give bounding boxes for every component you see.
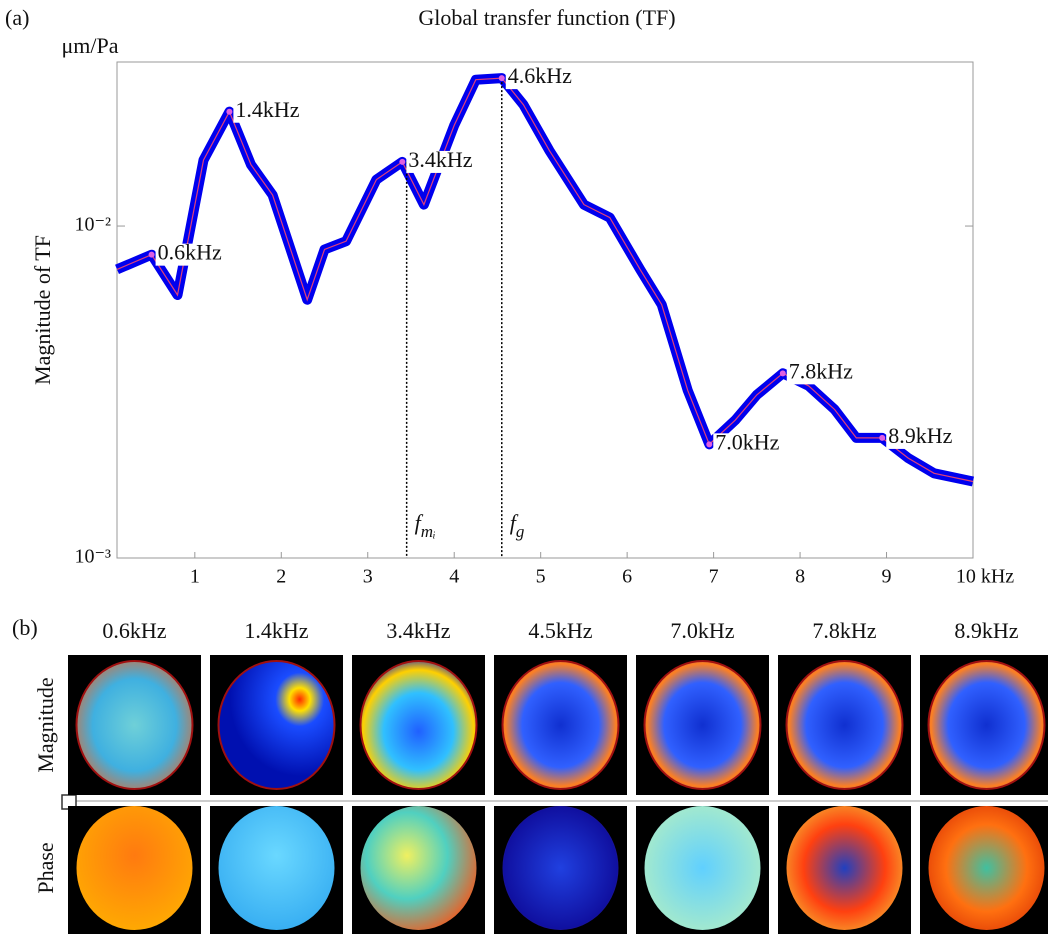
- annotation-dot: [226, 108, 233, 115]
- annotation-bg: [713, 433, 798, 456]
- phase-image: [76, 806, 193, 930]
- phase-image: [360, 806, 477, 930]
- column-label: 4.5kHz: [528, 618, 592, 643]
- column-label: 8.9kHz: [954, 618, 1018, 643]
- annotation-dot: [706, 441, 713, 448]
- annotation-bg: [406, 150, 491, 173]
- y-tick-label: 10⁻²: [74, 214, 111, 236]
- marker-symbol: f: [510, 510, 519, 535]
- row-label: Phase: [33, 842, 58, 893]
- phase-image: [786, 806, 903, 930]
- annotation-dot: [779, 370, 786, 377]
- marker-subscript: mᵢ: [421, 522, 436, 541]
- x-tick-label: 5: [536, 566, 546, 588]
- annotation-bg: [886, 426, 971, 449]
- annotation-bg: [155, 243, 240, 266]
- panel-label: (a): [5, 5, 29, 30]
- annotation: 0.6kHz: [158, 240, 222, 265]
- series-line: [116, 77, 974, 483]
- annotation-bg: [233, 100, 318, 123]
- y-tick-label: 10⁻³: [74, 546, 111, 568]
- annotation: 4.6kHz: [508, 63, 572, 88]
- y-unit: μm/Pa: [61, 33, 118, 58]
- y-axis-label: Magnitude of TF: [30, 235, 55, 385]
- magnitude-image: [927, 660, 1046, 790]
- magnitude-image: [501, 660, 620, 790]
- chart-title: Global transfer function (TF): [418, 5, 675, 30]
- plot-frame: [116, 61, 974, 559]
- phase-image: [218, 806, 335, 930]
- marker-subscript: g: [516, 522, 525, 541]
- column-label: 3.4kHz: [386, 618, 450, 643]
- column-label: 0.6kHz: [102, 618, 166, 643]
- annotation-bg: [505, 67, 590, 90]
- x-tick-label: 1: [190, 566, 200, 588]
- marker-symbol: f: [415, 510, 424, 535]
- column-label: 7.0kHz: [670, 618, 734, 643]
- magnitude-image: [75, 660, 194, 790]
- x-tick-label: 4: [449, 566, 459, 588]
- annotation-bg: [786, 362, 871, 385]
- row-label: Magnitude: [33, 677, 58, 772]
- x-tick-label: 9: [882, 566, 892, 588]
- magnitude-image: [643, 660, 762, 790]
- x-tick-label: 6: [622, 566, 632, 588]
- phase-image: [928, 806, 1045, 930]
- magnitude-image: [217, 660, 336, 790]
- annotation-dot: [879, 434, 886, 441]
- annotation: 7.0kHz: [715, 429, 779, 454]
- phase-image: [502, 806, 619, 930]
- phase-image: [644, 806, 761, 930]
- annotation-dot: [148, 251, 155, 258]
- x-tick-label: 3: [363, 566, 373, 588]
- x-tick-label: 10 kHz: [956, 566, 1014, 588]
- magnitude-image: [785, 660, 904, 790]
- column-label: 1.4kHz: [244, 618, 308, 643]
- annotation: 7.8kHz: [789, 358, 853, 383]
- series-band: [115, 73, 975, 487]
- marker-label: fmᵢ: [415, 510, 436, 541]
- annotation-dot: [498, 75, 505, 82]
- x-tick-label: 2: [276, 566, 286, 588]
- column-label: 7.8kHz: [812, 618, 876, 643]
- x-tick-label: 8: [795, 566, 805, 588]
- panel-label: (b): [12, 615, 38, 640]
- annotation: 8.9kHz: [888, 423, 952, 448]
- x-tick-label: 7: [709, 566, 719, 588]
- annotation: 3.4kHz: [408, 147, 472, 172]
- annotation: 1.4kHz: [235, 97, 299, 122]
- annotation-dot: [399, 158, 406, 165]
- magnitude-image: [359, 660, 478, 790]
- marker-label: fg: [510, 510, 525, 541]
